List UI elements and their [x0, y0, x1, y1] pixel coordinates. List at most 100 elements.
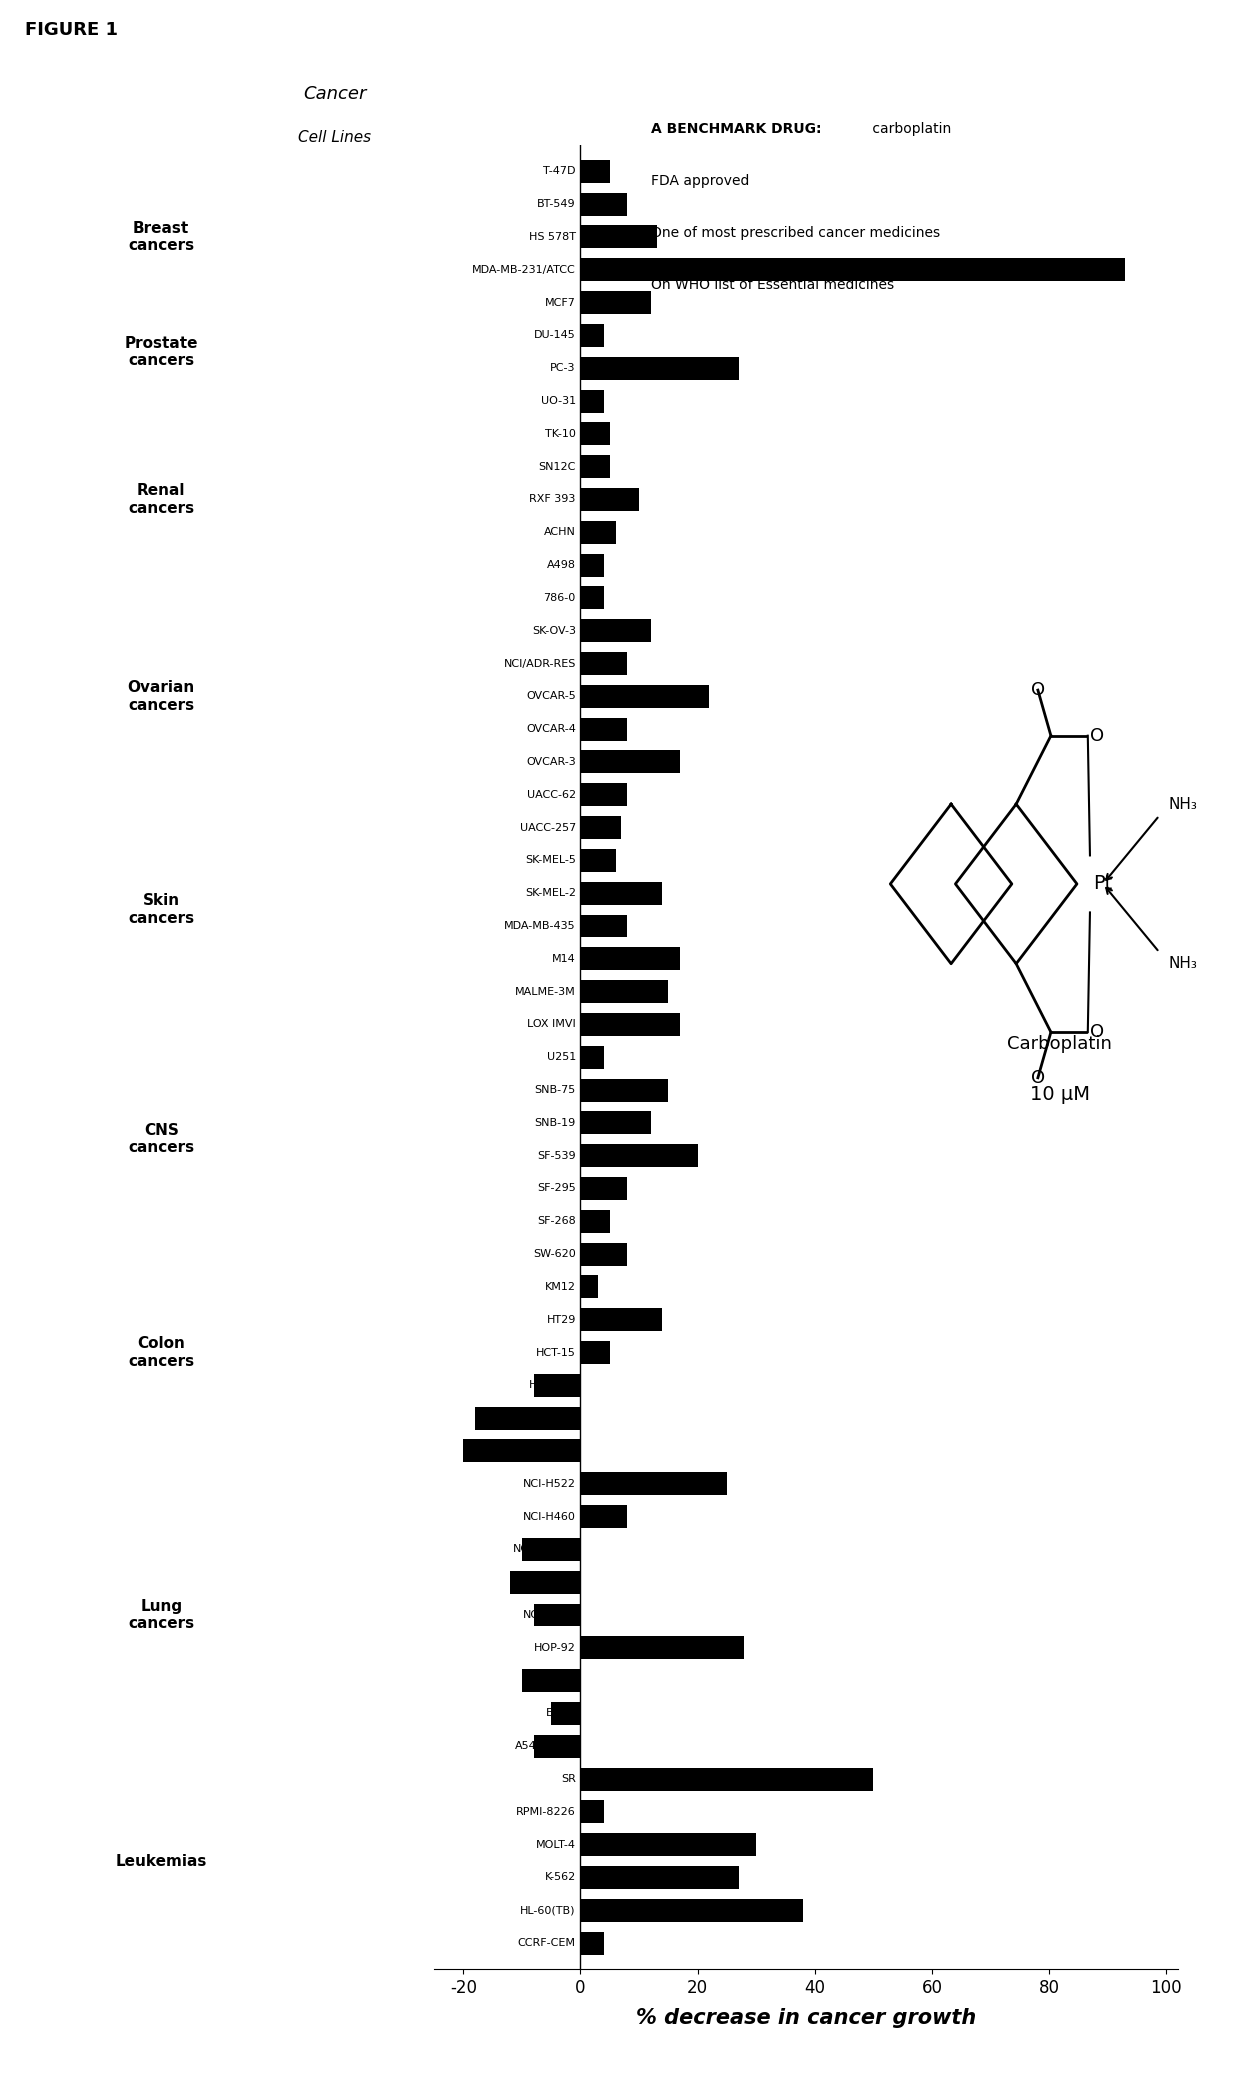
Text: DU-145: DU-145: [534, 330, 575, 340]
Bar: [580, 423, 610, 446]
Bar: [580, 750, 680, 773]
Bar: [580, 1078, 668, 1101]
Text: FDA approved: FDA approved: [651, 174, 749, 189]
Bar: [580, 914, 627, 937]
Text: HOP-92: HOP-92: [534, 1642, 575, 1652]
Text: Ovarian
cancers: Ovarian cancers: [128, 680, 195, 713]
Text: MCF7: MCF7: [544, 299, 575, 307]
Text: Colon
cancers: Colon cancers: [128, 1337, 195, 1368]
Bar: [580, 717, 627, 740]
Text: NCI-H522: NCI-H522: [523, 1478, 575, 1488]
Bar: [580, 487, 639, 510]
Bar: [580, 1505, 627, 1528]
Text: MOLT-4: MOLT-4: [536, 1839, 575, 1849]
Bar: [580, 1768, 873, 1791]
Text: MDA-MB-435: MDA-MB-435: [505, 920, 575, 931]
Text: 10 μM: 10 μM: [1029, 1086, 1090, 1105]
Bar: [580, 390, 604, 413]
Bar: [580, 1045, 604, 1070]
Text: KM12: KM12: [544, 1281, 575, 1291]
Bar: [580, 553, 604, 576]
Text: Leukemias: Leukemias: [115, 1853, 207, 1868]
X-axis label: % decrease in cancer growth: % decrease in cancer growth: [636, 2009, 976, 2027]
Text: carboplatin: carboplatin: [868, 122, 951, 137]
Bar: [580, 1177, 627, 1200]
Text: TK-10: TK-10: [544, 429, 575, 439]
Bar: [464, 1439, 580, 1461]
Text: HCC-2998: HCC-2998: [520, 1414, 575, 1424]
Bar: [551, 1702, 580, 1725]
Text: SK-MEL-2: SK-MEL-2: [525, 887, 575, 898]
Bar: [475, 1408, 580, 1430]
Bar: [580, 1866, 739, 1889]
Bar: [580, 1932, 604, 1955]
Text: ACHN: ACHN: [544, 527, 575, 537]
Text: SW-620: SW-620: [533, 1250, 575, 1258]
Text: CCRF-CEM: CCRF-CEM: [518, 1938, 575, 1949]
Text: Carboplatin: Carboplatin: [1007, 1034, 1112, 1053]
Text: NCI-H322M: NCI-H322M: [513, 1544, 575, 1555]
Text: T-47D: T-47D: [543, 166, 575, 176]
Bar: [580, 1833, 756, 1855]
Text: NH₃: NH₃: [1168, 956, 1197, 972]
Bar: [580, 160, 610, 182]
Text: Skin
cancers: Skin cancers: [128, 893, 195, 927]
Text: A549/ATCC: A549/ATCC: [515, 1741, 575, 1752]
Text: Prostate
cancers: Prostate cancers: [124, 336, 198, 369]
Text: Cancer: Cancer: [303, 85, 367, 104]
Text: SNB-75: SNB-75: [534, 1084, 575, 1095]
Text: NH₃: NH₃: [1168, 796, 1197, 813]
Bar: [580, 587, 604, 609]
Bar: [580, 1899, 804, 1922]
Bar: [580, 1341, 610, 1364]
Bar: [533, 1735, 580, 1758]
Bar: [580, 520, 615, 543]
Bar: [580, 290, 651, 315]
Bar: [522, 1669, 580, 1692]
Text: 786-0: 786-0: [543, 593, 575, 603]
Text: O: O: [1090, 1024, 1104, 1041]
Text: UACC-257: UACC-257: [520, 823, 575, 833]
Text: One of most prescribed cancer medicines: One of most prescribed cancer medicines: [651, 226, 940, 240]
Bar: [522, 1538, 580, 1561]
Text: RXF 393: RXF 393: [529, 495, 575, 504]
Text: HT29: HT29: [547, 1314, 575, 1325]
Text: HCT-116: HCT-116: [529, 1381, 575, 1391]
Text: OVCAR-5: OVCAR-5: [526, 690, 575, 701]
Text: Cell Lines: Cell Lines: [299, 131, 371, 145]
Bar: [510, 1571, 580, 1594]
Text: Lung
cancers: Lung cancers: [128, 1598, 195, 1631]
Bar: [580, 881, 662, 904]
Text: A BENCHMARK DRUG:: A BENCHMARK DRUG:: [651, 122, 821, 137]
Text: NCI-H23: NCI-H23: [529, 1578, 575, 1588]
Bar: [580, 1242, 627, 1267]
Text: MALME-3M: MALME-3M: [515, 987, 575, 997]
Text: On WHO list of Essential medicines: On WHO list of Essential medicines: [651, 278, 894, 292]
Text: SF-539: SF-539: [537, 1151, 575, 1161]
Text: OVCAR-4: OVCAR-4: [526, 723, 575, 734]
Text: UO-31: UO-31: [541, 396, 575, 406]
Text: OVCAR-3: OVCAR-3: [526, 757, 575, 767]
Bar: [533, 1374, 580, 1397]
Text: EKVX: EKVX: [547, 1708, 575, 1719]
Text: O: O: [1030, 1070, 1045, 1086]
Text: U251: U251: [547, 1053, 575, 1061]
Bar: [580, 1144, 698, 1167]
Text: SK-OV-3: SK-OV-3: [532, 626, 575, 636]
Text: HS 578T: HS 578T: [528, 232, 575, 243]
Text: SNB-19: SNB-19: [534, 1117, 575, 1128]
Bar: [580, 947, 680, 970]
Text: RPMI-8226: RPMI-8226: [516, 1808, 575, 1816]
Text: BT-549: BT-549: [537, 199, 575, 209]
Text: O: O: [1030, 682, 1045, 699]
Text: SN12C: SN12C: [538, 462, 575, 473]
Bar: [580, 817, 621, 840]
Text: HL-60(TB): HL-60(TB): [521, 1905, 575, 1915]
Text: MDA-MB-231/ATCC: MDA-MB-231/ATCC: [472, 265, 575, 276]
Bar: [580, 784, 627, 806]
Bar: [580, 1308, 662, 1331]
Text: A498: A498: [547, 560, 575, 570]
Bar: [580, 1111, 651, 1134]
Text: SF-295: SF-295: [537, 1184, 575, 1194]
Text: NCI/ADR-RES: NCI/ADR-RES: [503, 659, 575, 668]
